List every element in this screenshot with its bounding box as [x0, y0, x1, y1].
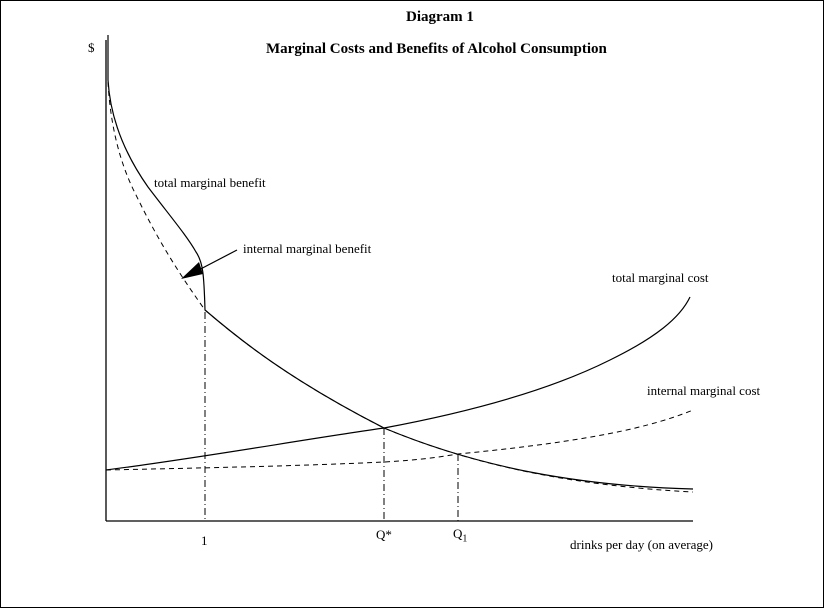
total-marginal-benefit-curve — [107, 35, 694, 490]
tick-label-q1-base: Q — [453, 526, 463, 541]
label-total-marginal-benefit: total marginal benefit — [154, 175, 266, 190]
label-internal-marginal-benefit: internal marginal benefit — [243, 241, 372, 256]
figure-label: Diagram 1 — [406, 9, 474, 25]
tick-label-q-star: Q* — [376, 527, 392, 542]
tick-label-1: 1 — [201, 533, 208, 548]
y-axis-label: $ — [88, 40, 95, 55]
tick-label-q1-sub: 1 — [462, 533, 468, 545]
label-internal-marginal-cost: internal marginal cost — [647, 383, 761, 398]
label-total-marginal-cost: total marginal cost — [612, 270, 709, 285]
total-marginal-cost-curve — [105, 296, 691, 471]
internal-marginal-cost-curve — [105, 409, 694, 471]
internal-marginal-benefit-curve — [107, 81, 694, 493]
annotation-arrowhead — [181, 262, 203, 279]
diagram-title: Marginal Costs and Benefits of Alcohol C… — [266, 41, 607, 57]
tick-label-q1: Q1 — [453, 526, 467, 545]
x-axis-label: drinks per day (on average) — [570, 537, 713, 552]
